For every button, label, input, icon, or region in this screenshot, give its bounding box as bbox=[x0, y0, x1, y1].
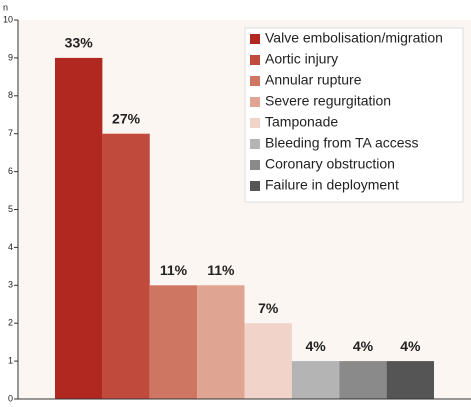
value-label: 11% bbox=[160, 262, 188, 278]
value-label: 11% bbox=[207, 262, 235, 278]
legend-label: Aortic injury bbox=[265, 51, 338, 67]
bar bbox=[244, 323, 292, 399]
legend-label: Severe regurgitation bbox=[265, 93, 391, 109]
y-tick-label: 3 bbox=[8, 280, 13, 290]
y-tick-label: 9 bbox=[8, 52, 13, 62]
legend-box bbox=[244, 27, 464, 203]
y-tick-label: 5 bbox=[8, 204, 13, 214]
bar bbox=[102, 133, 150, 399]
value-label: 4% bbox=[400, 338, 421, 354]
legend-swatch bbox=[250, 34, 260, 44]
legend-label: Annular rupture bbox=[265, 72, 362, 88]
y-tick-label: 4 bbox=[8, 242, 13, 252]
bar bbox=[291, 361, 340, 399]
legend-label: Failure in deployment bbox=[265, 177, 399, 193]
y-tick-label: 6 bbox=[8, 166, 13, 176]
legend-swatch bbox=[250, 97, 260, 107]
legend-swatch bbox=[250, 139, 260, 149]
value-label: 7% bbox=[258, 300, 279, 316]
y-tick-label: 1 bbox=[8, 355, 13, 365]
legend-swatch bbox=[250, 181, 260, 191]
y-tick-label: 0 bbox=[8, 393, 13, 403]
bar bbox=[386, 361, 434, 399]
value-label: 4% bbox=[305, 338, 326, 354]
y-tick-label: 8 bbox=[8, 90, 13, 100]
bar bbox=[339, 361, 387, 399]
bar bbox=[149, 285, 198, 399]
legend-label: Bleeding from TA access bbox=[265, 135, 419, 151]
legend-label: Tamponade bbox=[265, 114, 338, 130]
value-label: 27% bbox=[112, 110, 141, 126]
y-axis-label: n bbox=[3, 2, 8, 12]
value-label: 33% bbox=[65, 35, 94, 51]
legend-label: Valve embolisation/migration bbox=[265, 30, 443, 46]
bar bbox=[55, 57, 103, 400]
y-tick-label: 7 bbox=[8, 128, 13, 138]
legend-swatch bbox=[250, 55, 260, 65]
legend-swatch bbox=[250, 160, 260, 170]
legend-label: Coronary obstruction bbox=[265, 156, 395, 172]
legend-swatch bbox=[250, 118, 260, 128]
y-tick-label: 2 bbox=[8, 318, 13, 328]
legend-swatch bbox=[250, 76, 260, 86]
y-tick-label: 10 bbox=[3, 14, 13, 24]
bar bbox=[197, 285, 245, 399]
value-label: 4% bbox=[353, 338, 374, 354]
